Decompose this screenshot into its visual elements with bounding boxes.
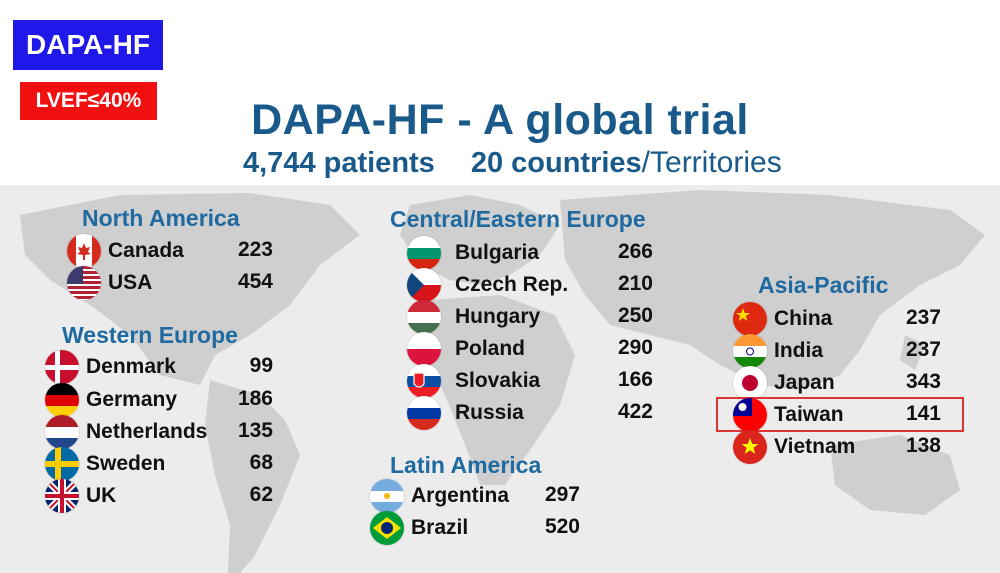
list-item-india: India — [733, 334, 824, 368]
list-item-russia: Russia — [407, 396, 524, 430]
india-flag-icon — [733, 334, 767, 368]
country-name: Russia — [455, 401, 524, 424]
country-name: UK — [86, 484, 117, 507]
country-count: 422 — [617, 400, 653, 423]
country-name: Slovakia — [455, 369, 541, 392]
china-flag-icon — [733, 302, 767, 336]
country-name: Sweden — [86, 452, 166, 475]
country-name: Germany — [86, 388, 178, 411]
country-count: 166 — [617, 368, 653, 391]
country-count: 290 — [617, 336, 653, 359]
country-count: 454 — [237, 270, 273, 293]
list-item-uk: UK — [45, 479, 117, 513]
sweden-flag-icon — [45, 447, 79, 481]
argentina-flag-icon — [370, 479, 404, 513]
netherlands-flag-icon — [45, 415, 79, 449]
germany-flag-icon — [45, 383, 79, 417]
list-item-canada: Canada — [67, 234, 184, 268]
country-count: 210 — [617, 272, 653, 295]
country-count: 343 — [905, 370, 941, 393]
country-name: Netherlands — [86, 420, 208, 443]
japan-flag-icon — [733, 366, 767, 400]
country-count: 297 — [544, 483, 580, 506]
country-name: Taiwan — [774, 403, 844, 426]
region-title-north-america: North America — [82, 205, 240, 231]
brazil-flag-icon — [370, 511, 404, 545]
region-title-asia-pacific: Asia-Pacific — [758, 272, 889, 298]
list-item-japan: Japan — [733, 366, 835, 400]
country-name: Czech Rep. — [455, 273, 569, 296]
country-name: Poland — [455, 337, 526, 360]
list-item-vietnam: Vietnam — [733, 430, 856, 464]
countries-count: 20 countries — [470, 147, 642, 179]
denmark-flag-icon — [45, 350, 79, 384]
list-item-denmark: Denmark — [45, 350, 176, 384]
list-item-germany: Germany — [45, 383, 178, 417]
country-name: Denmark — [86, 355, 176, 378]
list-item-poland: Poland — [407, 332, 526, 366]
country-count: 68 — [249, 451, 273, 474]
list-item-sweden: Sweden — [45, 447, 166, 481]
country-count: 62 — [249, 483, 273, 506]
country-name: Hungary — [455, 305, 541, 328]
country-count: 223 — [237, 238, 273, 261]
country-name: Brazil — [411, 516, 469, 539]
region-title-latin-america: Latin America — [390, 452, 542, 478]
country-name: Vietnam — [774, 435, 856, 458]
territories-label: /Territories — [641, 146, 782, 179]
dapa-hf-badge: DAPA-HF — [13, 20, 163, 70]
lvef-badge: LVEF≤40% — [20, 82, 157, 120]
country-name: China — [774, 307, 833, 330]
slide-subtitle: 4,744 patients 20 countries/Territories — [243, 146, 782, 180]
bulgaria-flag-icon — [407, 236, 441, 270]
country-name: USA — [108, 271, 153, 294]
country-count: 99 — [249, 354, 273, 377]
country-count: 237 — [905, 338, 941, 361]
list-item-czech-rep: Czech Rep. — [407, 268, 569, 302]
country-count: 250 — [617, 304, 653, 327]
country-count: 266 — [617, 240, 653, 263]
poland-flag-icon — [407, 332, 441, 366]
taiwan-flag-icon — [733, 398, 767, 432]
list-item-china: China — [733, 302, 833, 336]
czech-flag-icon — [407, 268, 441, 302]
country-count: 520 — [544, 515, 580, 538]
patients-count: 4,744 patients — [243, 147, 435, 179]
list-item-brazil: Brazil — [370, 511, 469, 545]
vietnam-flag-icon — [733, 430, 767, 464]
usa-flag-icon — [67, 266, 101, 300]
list-item-hungary: Hungary — [407, 300, 541, 334]
slovakia-flag-icon — [407, 364, 441, 398]
country-count: 237 — [905, 306, 941, 329]
list-item-argentina: Argentina — [370, 479, 510, 513]
country-count: 138 — [905, 434, 941, 457]
region-title-central-eastern-europe: Central/Eastern Europe — [390, 206, 646, 232]
taiwan-highlight-box — [716, 397, 964, 432]
uk-flag-icon — [45, 479, 79, 513]
list-item-usa: USA — [67, 266, 153, 300]
country-count: 141 — [905, 402, 941, 425]
russia-flag-icon — [407, 396, 441, 430]
list-item-taiwan: Taiwan — [733, 398, 844, 432]
country-count: 186 — [237, 387, 273, 410]
hungary-flag-icon — [407, 300, 441, 334]
country-name: India — [774, 339, 824, 362]
list-item-bulgaria: Bulgaria — [407, 236, 540, 270]
canada-flag-icon — [67, 234, 101, 268]
country-count: 135 — [237, 419, 273, 442]
world-map-background — [0, 185, 1000, 573]
region-title-western-europe: Western Europe — [62, 322, 238, 348]
country-name: Bulgaria — [455, 241, 540, 264]
country-name: Argentina — [411, 484, 510, 507]
country-name: Japan — [774, 371, 835, 394]
list-item-netherlands: Netherlands — [45, 415, 208, 449]
country-name: Canada — [108, 239, 184, 262]
slide-title: DAPA-HF - A global trial — [251, 96, 749, 144]
list-item-slovakia: Slovakia — [407, 364, 541, 398]
